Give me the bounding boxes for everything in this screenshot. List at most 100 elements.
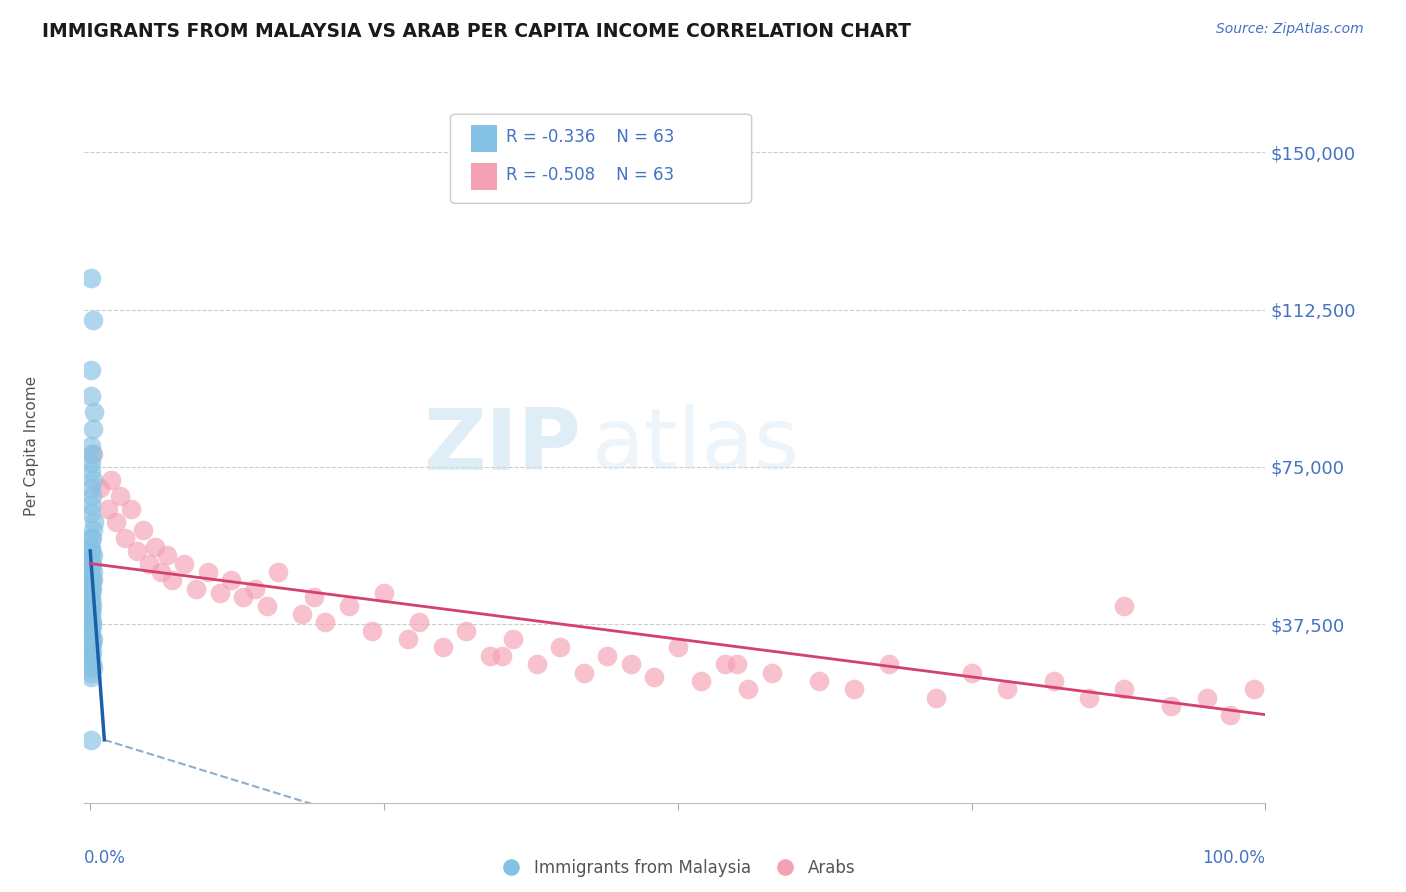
Point — [256, 599, 278, 613]
Point — [80, 665, 103, 680]
Point — [208, 586, 231, 600]
Point — [83, 515, 105, 529]
Text: Per Capita Income: Per Capita Income — [24, 376, 39, 516]
Point — [127, 544, 149, 558]
Point — [1243, 682, 1265, 697]
Point — [80, 594, 103, 608]
Point — [643, 670, 665, 684]
Point — [80, 574, 103, 588]
Point — [80, 603, 103, 617]
Point — [491, 648, 513, 663]
Point — [1078, 690, 1101, 705]
Point — [80, 648, 103, 663]
Point — [373, 586, 395, 600]
Point — [80, 560, 103, 574]
Point — [80, 594, 103, 608]
Point — [960, 665, 983, 680]
Point — [105, 515, 128, 529]
Point — [80, 456, 103, 470]
Point — [291, 607, 314, 621]
Point — [302, 590, 325, 604]
Point — [80, 439, 103, 453]
Point — [80, 732, 103, 747]
Point — [100, 473, 122, 487]
Point — [80, 653, 103, 667]
Point — [138, 557, 160, 571]
Point — [842, 682, 865, 697]
Point — [1195, 690, 1218, 705]
Point — [80, 489, 103, 503]
Point — [995, 682, 1018, 697]
Point — [737, 682, 759, 697]
Point — [761, 665, 783, 680]
Point — [80, 532, 103, 546]
Point — [80, 586, 103, 600]
Point — [219, 574, 242, 588]
Point — [925, 690, 948, 705]
Point — [1160, 699, 1182, 714]
Point — [82, 565, 104, 579]
Point — [80, 557, 103, 571]
Point — [408, 615, 430, 630]
Point — [361, 624, 384, 638]
Point — [666, 640, 689, 655]
Point — [120, 502, 142, 516]
Point — [267, 565, 290, 579]
Point — [80, 506, 103, 520]
Point — [80, 590, 103, 604]
Point — [80, 624, 103, 638]
Point — [432, 640, 454, 655]
Point — [82, 632, 104, 646]
Bar — [471, 125, 496, 153]
Point — [82, 447, 104, 461]
Text: R = -0.336    N = 63: R = -0.336 N = 63 — [506, 128, 675, 146]
Point — [82, 422, 104, 436]
Point — [80, 552, 103, 566]
Text: 0.0%: 0.0% — [84, 849, 127, 867]
Point — [80, 628, 103, 642]
Point — [596, 648, 619, 663]
Point — [80, 636, 103, 650]
Point — [80, 657, 103, 672]
Point — [80, 574, 103, 588]
Bar — [471, 163, 496, 190]
Point — [197, 565, 219, 579]
Point — [80, 569, 103, 583]
Point — [173, 557, 195, 571]
Point — [80, 544, 103, 558]
Point — [162, 574, 184, 588]
Point — [80, 582, 103, 596]
Point — [132, 523, 155, 537]
Point — [80, 603, 103, 617]
Point — [83, 405, 105, 419]
Point — [80, 481, 103, 495]
Point — [456, 624, 478, 638]
Point — [80, 577, 103, 591]
Point — [80, 557, 103, 571]
Point — [97, 502, 120, 516]
Point — [82, 313, 104, 327]
Point — [1114, 682, 1136, 697]
Point — [82, 548, 104, 562]
Point — [572, 665, 595, 680]
Point — [80, 599, 103, 613]
Point — [80, 648, 103, 663]
Point — [89, 481, 111, 495]
Point — [396, 632, 419, 646]
Text: IMMIGRANTS FROM MALAYSIA VS ARAB PER CAPITA INCOME CORRELATION CHART: IMMIGRANTS FROM MALAYSIA VS ARAB PER CAP… — [42, 22, 911, 41]
Point — [1114, 599, 1136, 613]
FancyBboxPatch shape — [450, 114, 752, 203]
Point — [80, 389, 103, 403]
Point — [143, 540, 166, 554]
Point — [80, 271, 103, 285]
Text: 100.0%: 100.0% — [1202, 849, 1265, 867]
Point — [80, 645, 103, 659]
Point — [620, 657, 643, 672]
Point — [80, 498, 103, 512]
Point — [80, 464, 103, 478]
Text: ZIP: ZIP — [423, 404, 581, 488]
Point — [108, 489, 131, 503]
Point — [80, 619, 103, 633]
Point — [337, 599, 360, 613]
Point — [80, 615, 103, 630]
